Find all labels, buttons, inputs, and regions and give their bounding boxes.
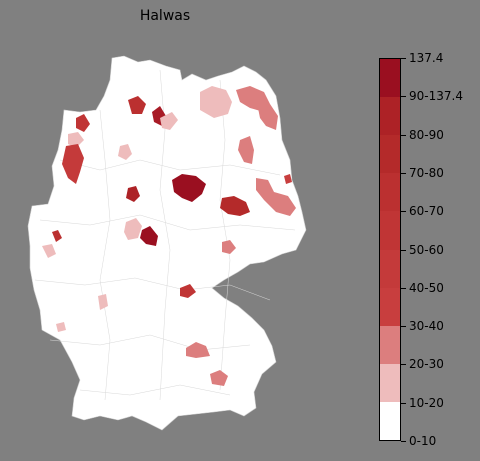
colorbar-tick-label: 90-137.4 [409, 89, 463, 103]
colorbar-tick [401, 96, 406, 97]
colorbar-segment [380, 211, 400, 250]
district-red [76, 114, 90, 132]
district-lightpink [160, 112, 178, 130]
colorbar-tick [401, 364, 406, 365]
district-red [220, 196, 250, 216]
colorbar-segment [380, 135, 400, 174]
colorbar-tick [401, 135, 406, 136]
colorbar-segment [380, 173, 400, 212]
germany-outline [27, 55, 307, 431]
colorbar-segment [380, 325, 400, 364]
district-salmon [186, 342, 210, 358]
colorbar-tick [401, 250, 406, 251]
colorbar [379, 58, 401, 441]
colorbar-tick [401, 58, 406, 59]
colorbar-segment [380, 287, 400, 326]
colorbar-tick [401, 441, 406, 442]
district-salmon [236, 86, 270, 112]
district-lightpink [124, 218, 142, 240]
colorbar-tick-label: 30-40 [409, 319, 444, 333]
district-lightpink [118, 144, 132, 160]
colorbar-tick-label: 70-80 [409, 166, 444, 180]
district-salmon [258, 104, 278, 130]
colorbar-tick-label: 0-10 [409, 434, 437, 448]
colorbar-segment [380, 97, 400, 136]
district-lightpink [68, 132, 84, 148]
colorbar-tick-label: 20-30 [409, 357, 444, 371]
colorbar-tick [401, 173, 406, 174]
colorbar-segment [380, 363, 400, 402]
district-lightpink [42, 244, 56, 258]
colorbar-tick [401, 403, 406, 404]
colorbar-segment [380, 401, 400, 440]
colorbar-tick-label: 10-20 [409, 396, 444, 410]
district-salmon [238, 136, 254, 164]
district-red [180, 284, 196, 298]
district-lightpink [200, 86, 232, 118]
colorbar-tick [401, 211, 406, 212]
district-red [62, 144, 84, 184]
district-shading [42, 86, 296, 386]
colorbar-tick-label: 40-50 [409, 281, 444, 295]
colorbar-tick-label: 80-90 [409, 128, 444, 142]
germany-choropleth-map [27, 55, 307, 431]
colorbar-segment [380, 59, 400, 98]
map-title: Halwas [139, 8, 191, 24]
district-salmon [210, 370, 228, 386]
district-boundaries [34, 69, 296, 401]
district-salmon [256, 178, 296, 216]
colorbar-tick [401, 326, 406, 327]
colorbar-tick [401, 288, 406, 289]
colorbar-segment [380, 249, 400, 288]
district-salmon [222, 240, 236, 254]
colorbar-tick-label: 137.4 [409, 51, 444, 65]
district-darkred [140, 226, 158, 246]
district-red [52, 230, 62, 242]
colorbar-tick-label: 50-60 [409, 243, 444, 257]
district-lightpink [56, 322, 66, 332]
colorbar-tick-label: 60-70 [409, 204, 444, 218]
district-red [284, 174, 292, 184]
district-darkred [172, 174, 206, 202]
district-darkred [126, 186, 140, 202]
district-lightpink [98, 294, 108, 310]
district-red [128, 96, 146, 114]
